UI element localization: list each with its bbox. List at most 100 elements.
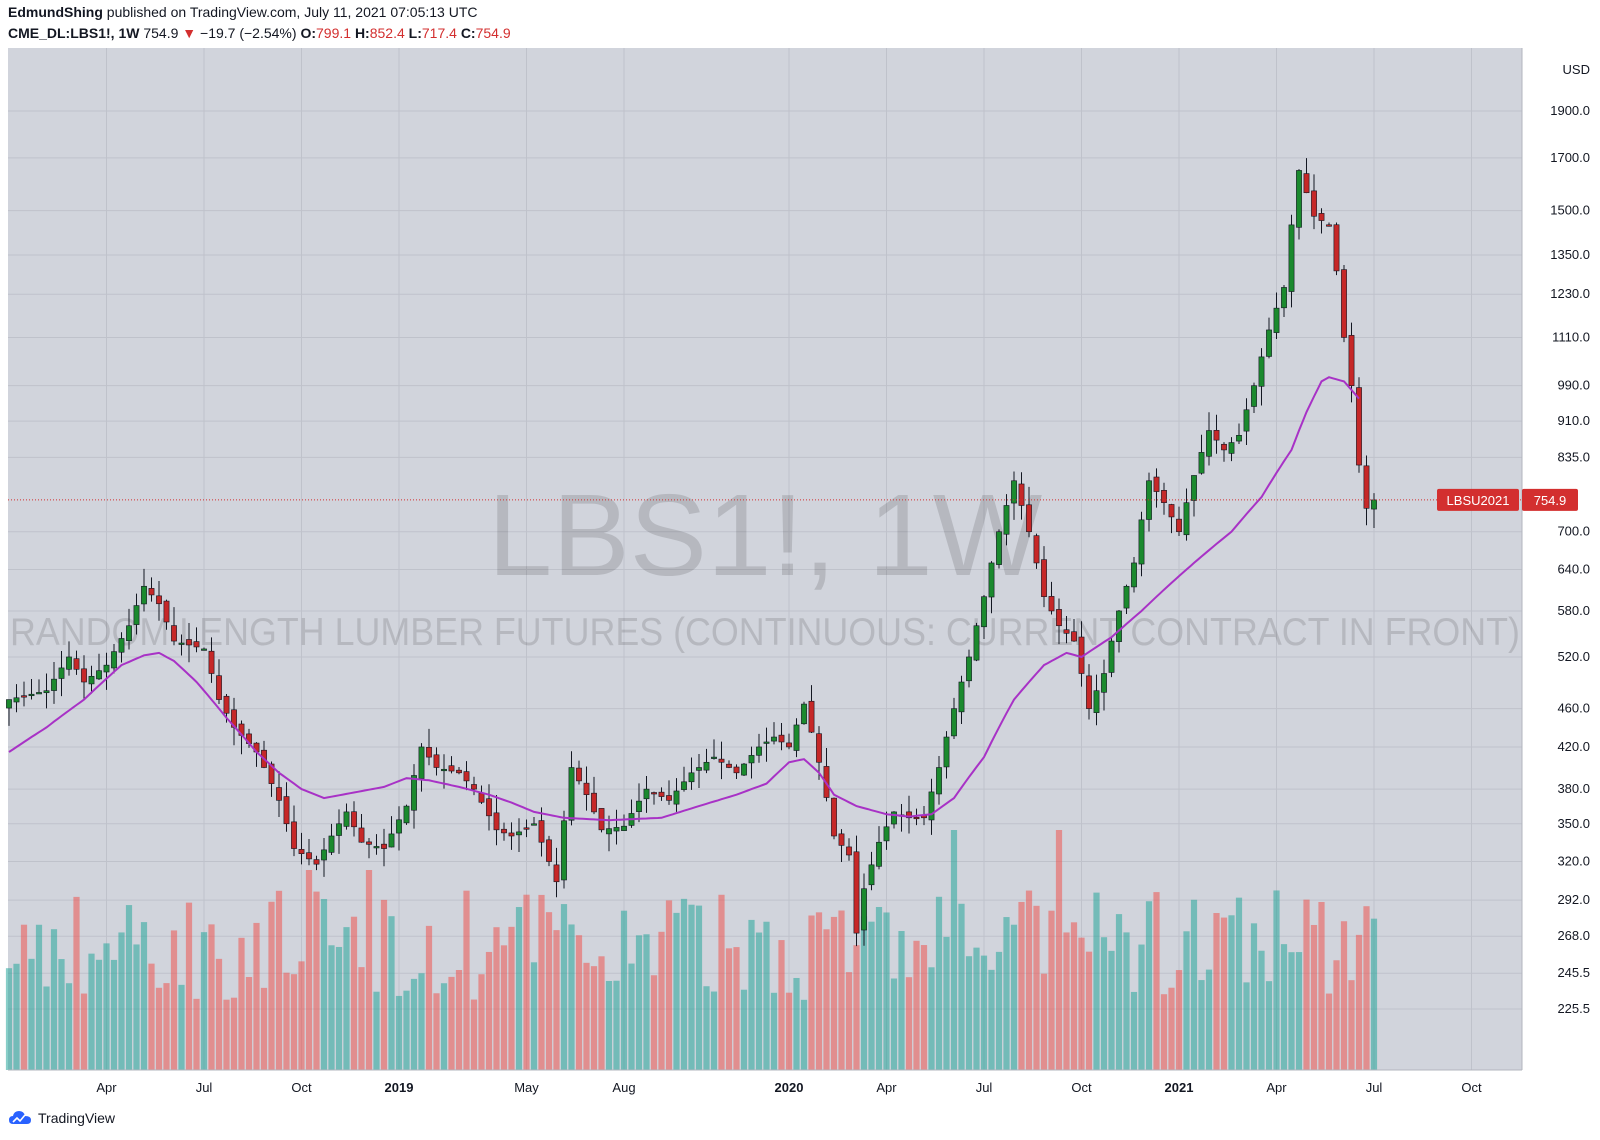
candle <box>1063 616 1070 644</box>
volume-bar <box>230 997 238 1070</box>
candle <box>343 803 350 830</box>
author-name[interactable]: EdmundShing <box>8 4 103 20</box>
volume-bar <box>673 912 680 1070</box>
time-tick-label: Oct <box>1461 1080 1482 1095</box>
open-value: 799.1 <box>316 25 352 41</box>
volume-bar <box>358 967 365 1070</box>
volume-bar <box>298 961 305 1070</box>
price-change: −19.7 (−2.54%) <box>200 25 297 41</box>
candle <box>726 760 732 769</box>
volume-bar <box>988 969 995 1070</box>
volume-bar <box>455 970 463 1070</box>
candle <box>1123 584 1130 614</box>
time-tick-label: Apr <box>876 1080 897 1095</box>
symbol-label[interactable]: CME_DL:LBS1!, 1W <box>8 25 140 41</box>
candle <box>88 665 95 694</box>
candle <box>793 718 800 758</box>
volume-bar <box>733 947 740 1070</box>
volume-bar <box>695 905 703 1070</box>
candle <box>951 697 957 739</box>
candle <box>523 819 530 838</box>
volume-bar <box>950 830 958 1070</box>
candle <box>21 681 27 707</box>
candle <box>748 746 755 779</box>
volume-bar <box>523 894 530 1070</box>
volume-bar <box>868 921 875 1070</box>
time-tick-label: Apr <box>96 1080 117 1095</box>
volume-bar <box>178 984 185 1070</box>
volume-bar <box>958 903 965 1070</box>
candle <box>906 795 912 834</box>
candle <box>1341 264 1347 343</box>
volume-bar <box>58 959 65 1070</box>
tradingview-brand[interactable]: TradingView <box>8 1110 115 1126</box>
candle <box>733 764 740 779</box>
volume-bar <box>620 910 628 1070</box>
candle <box>658 787 665 801</box>
candle <box>381 828 387 867</box>
low-value: 717.4 <box>421 25 457 41</box>
volume-bar <box>665 900 673 1070</box>
candle <box>1311 174 1317 230</box>
candle <box>351 801 357 837</box>
open-label: O: <box>300 25 316 41</box>
volume-bar <box>418 973 425 1070</box>
candle <box>1281 284 1287 317</box>
candle <box>456 766 462 775</box>
price-chart[interactable]: LBS1!, 1W RANDOM LENGTH LUMBER FUTURES (… <box>0 0 1600 1100</box>
volume-bar <box>43 986 50 1070</box>
volume-bar <box>380 899 388 1070</box>
high-label: H: <box>354 25 370 41</box>
candle <box>546 835 552 867</box>
candle <box>696 753 702 788</box>
candle <box>1018 472 1025 520</box>
candle <box>516 818 522 852</box>
candle <box>913 808 920 826</box>
price-axis-background[interactable] <box>1522 48 1600 1070</box>
volume-bar <box>823 929 830 1070</box>
volume-bar <box>1010 924 1018 1070</box>
candle <box>313 855 320 871</box>
volume-bar <box>913 940 920 1070</box>
candle <box>321 838 327 877</box>
candle <box>831 797 837 840</box>
volume-bar <box>1348 980 1355 1070</box>
time-tick-label: 2020 <box>775 1080 804 1095</box>
time-tick-label: Apr <box>1266 1080 1287 1095</box>
volume-bar <box>853 945 860 1070</box>
candle <box>1086 664 1092 720</box>
candle <box>186 623 192 663</box>
candle <box>411 764 417 829</box>
volume-bar <box>1250 923 1258 1070</box>
candle <box>1153 468 1160 508</box>
volume-bar <box>710 991 718 1070</box>
price-tag-label: 754.9 <box>1534 493 1567 508</box>
volume-bar <box>1340 921 1348 1070</box>
candle <box>876 826 882 870</box>
volume-bar <box>920 945 928 1070</box>
volume-bar <box>403 990 410 1070</box>
volume-bar <box>1258 950 1265 1070</box>
candle <box>613 809 620 845</box>
volume-bar <box>613 980 620 1070</box>
candle <box>133 593 140 635</box>
candle <box>6 699 12 726</box>
candle <box>583 766 590 811</box>
candle <box>778 723 785 751</box>
volume-bar <box>928 967 935 1070</box>
volume-bar <box>350 916 358 1070</box>
volume-bar <box>1145 901 1153 1070</box>
candle <box>756 733 762 763</box>
volume-bar <box>935 896 943 1070</box>
volume-bar <box>463 890 470 1070</box>
volume-bar <box>95 959 103 1070</box>
candle <box>486 784 492 831</box>
volume-bar <box>1003 917 1010 1070</box>
volume-bar <box>1115 914 1123 1070</box>
candle <box>1003 494 1010 546</box>
volume-bar <box>223 999 230 1070</box>
currency-label: USD <box>1563 62 1590 77</box>
volume-bar <box>133 944 140 1070</box>
volume-bar <box>1085 951 1093 1070</box>
contract-tag-box <box>1437 488 1519 511</box>
